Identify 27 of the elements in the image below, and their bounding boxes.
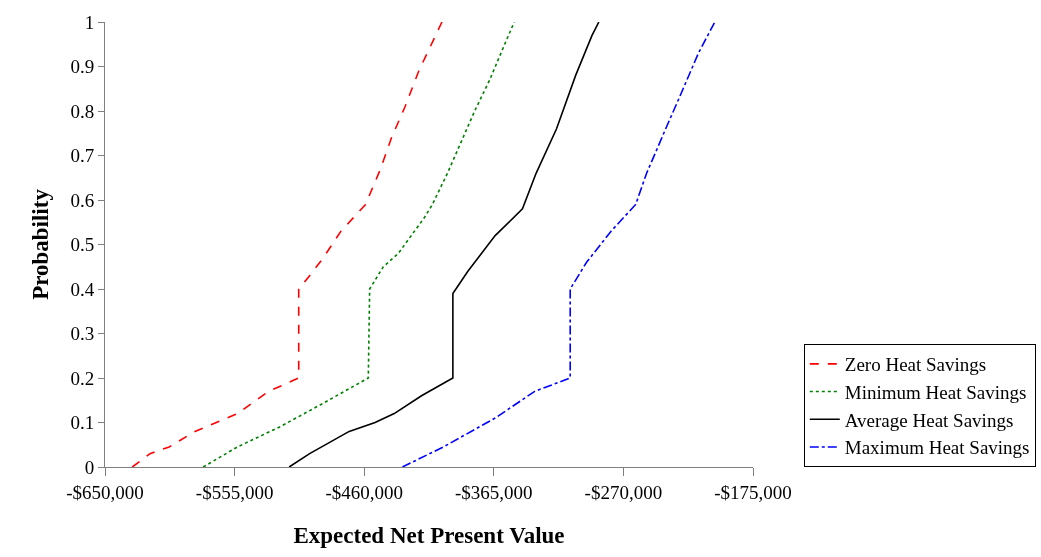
line-series — [288, 22, 600, 467]
x-tick-label: -$460,000 — [325, 481, 403, 503]
legend-label: Average Heat Savings — [844, 409, 1014, 431]
line-series — [131, 22, 443, 467]
x-tick-label: -$270,000 — [584, 481, 663, 503]
y-tick-label: 0.2 — [70, 367, 95, 389]
x-tick-label: -$365,000 — [455, 481, 533, 503]
y-tick-label: 0.7 — [70, 145, 95, 167]
y-tick-label: 0.5 — [70, 234, 95, 256]
y-tick-label: 1 — [84, 11, 95, 33]
x-tick-label: -$175,000 — [714, 481, 792, 503]
y-tick-label: 0.6 — [70, 189, 95, 211]
legend-label: Maximum Heat Savings — [844, 437, 1030, 459]
y-tick-label: 0.8 — [70, 100, 95, 122]
y-tick-label: 0.9 — [70, 56, 95, 78]
y-axis-title: Probability — [27, 188, 53, 300]
x-axis-title: Expected Net Present Value — [293, 523, 565, 549]
line-series — [202, 22, 516, 467]
x-tick-label: -$555,000 — [195, 481, 274, 503]
y-tick-label: 0.1 — [70, 412, 95, 434]
y-tick-label: 0 — [84, 456, 95, 478]
legend-label: Zero Heat Savings — [844, 354, 987, 376]
line-series — [401, 22, 716, 467]
y-tick-label: 0.3 — [70, 323, 95, 345]
x-tick-label: -$650,000 — [66, 481, 144, 503]
legend-label: Minimum Heat Savings — [844, 381, 1027, 403]
y-tick-label: 0.4 — [70, 278, 95, 300]
